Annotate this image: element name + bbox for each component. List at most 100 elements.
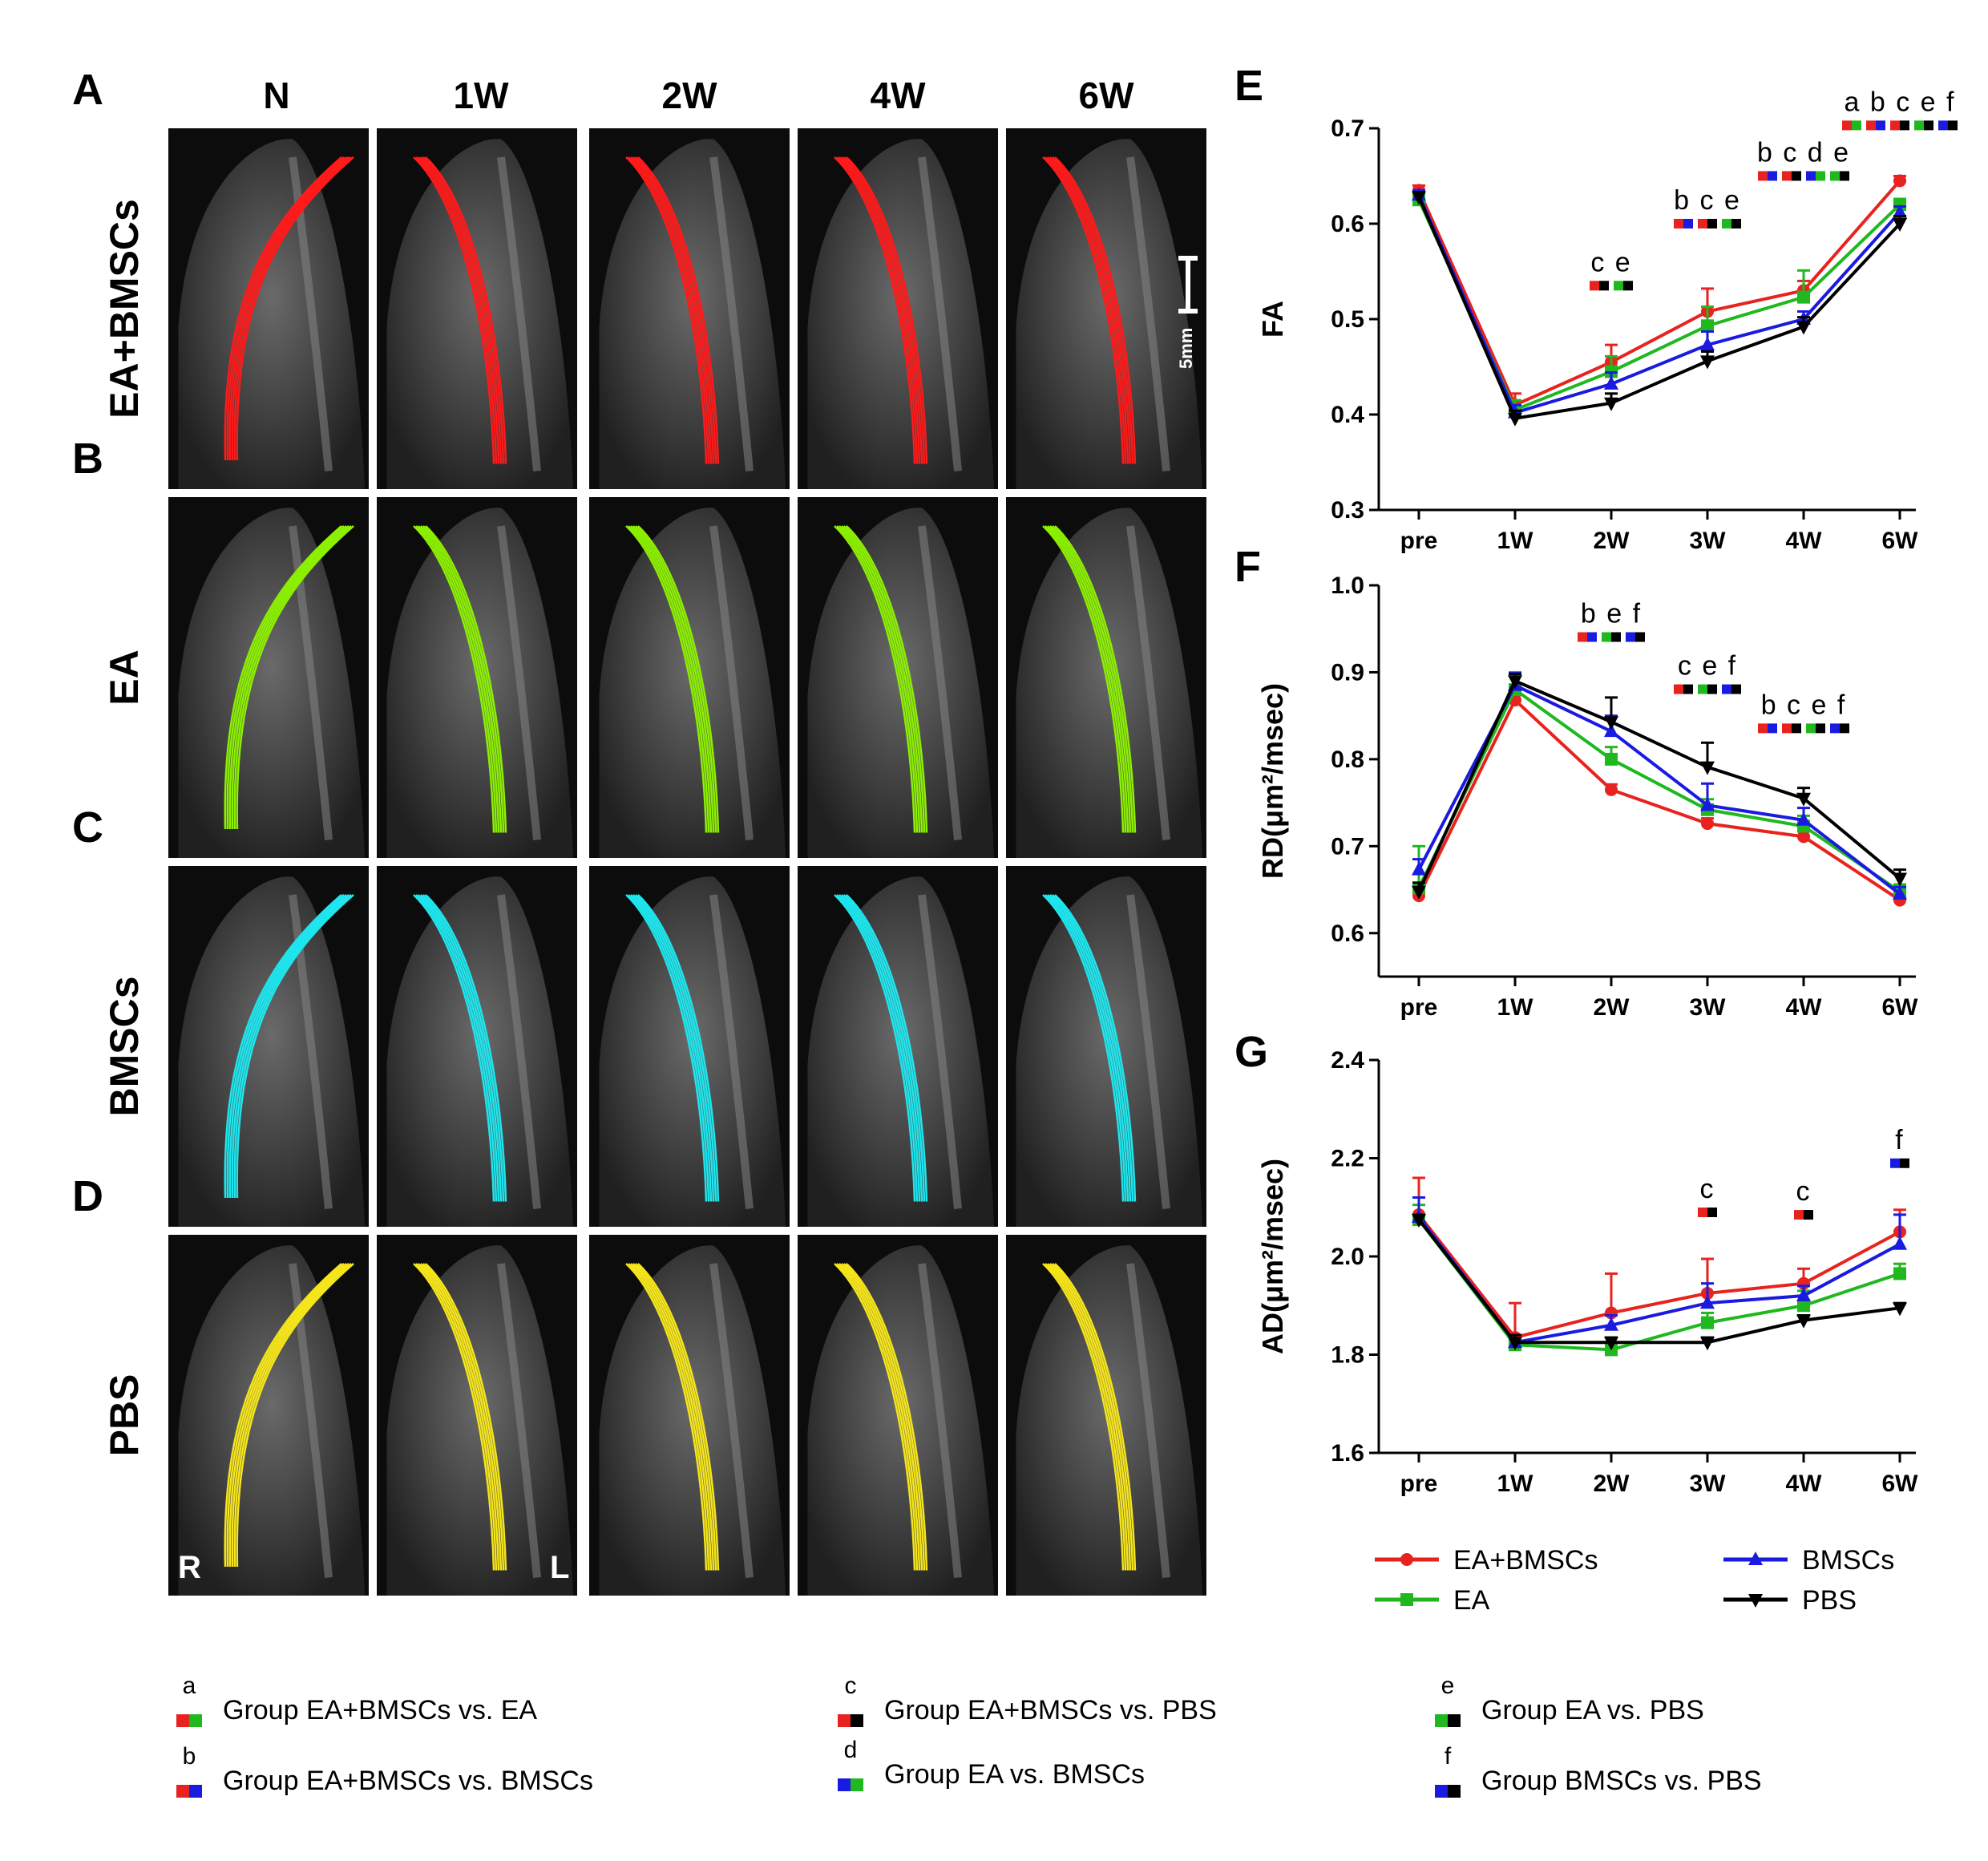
marker-triangle-up [1700,1295,1715,1309]
fiber-line [834,894,916,1202]
comparison-letter: e [1441,1673,1455,1699]
marker-square [1701,319,1714,333]
x-tick-label: 1W [1497,1471,1534,1497]
comparison-key-item: f Group BMSCs vs. PBS [1435,1743,1762,1798]
fiber-line [625,1263,708,1571]
midline-structure [497,156,541,471]
x-tick-label: pre [1400,528,1438,554]
fiber-line [422,1263,505,1571]
significance-annotation: b e f [1578,598,1645,642]
marker-square [1605,752,1618,766]
y-tick-label: 0.3 [1331,497,1364,524]
fiber-line [236,1263,354,1568]
fiber-line [228,894,347,1199]
comparison-swatch-right [1852,120,1861,131]
marker-triangle-down [1412,191,1426,205]
marker-triangle-up [1604,1317,1618,1331]
comparison-swatch-right [1768,171,1777,181]
fiber-line [834,525,916,833]
significance-annotation: a b c e f [1842,87,1958,131]
fiber-line [228,1263,347,1568]
mri-image [589,497,790,858]
fiber-line [628,894,710,1202]
y-tick-label: 1.6 [1331,1440,1364,1467]
fiber-line [422,894,505,1202]
comparison-swatch-left [1614,281,1623,291]
y-tick-label: 0.7 [1331,115,1364,142]
series-line [1417,194,1901,415]
fiber-line [1049,894,1132,1202]
series-pbs [1412,673,1907,900]
fiber-line [838,1263,921,1571]
marker-triangle-up [1700,797,1715,811]
comparison-swatch-right [851,1714,863,1727]
fiber-line [637,894,720,1202]
comparison-swatch-right [1611,632,1621,642]
comparison-swatch-right [1768,723,1777,734]
fiber-line [231,894,350,1199]
fiber-line [836,156,919,464]
fiber-line [226,525,345,830]
comparison-swatch-right [1683,684,1693,694]
midline-structure [1126,894,1170,1209]
fiber-line [1045,894,1127,1202]
marker-circle [1400,1553,1413,1566]
series-line [1417,1216,1901,1345]
legend-label: BMSCs [1802,1545,1894,1576]
comparison-key-item: e Group EA vs. PBS [1435,1673,1704,1727]
marker-triangle-down [1748,1594,1763,1608]
marker-triangle-down [1412,1214,1426,1228]
significance-letters: b c e [1674,185,1741,216]
significance-letters: b c d e [1757,137,1850,168]
marker-triangle-down [1893,872,1907,887]
mri-image [589,128,790,489]
fiber-line [841,1263,923,1571]
fiber-line [418,525,500,833]
fiber-tract [413,525,507,833]
comparison-swatch-right [1448,1785,1461,1798]
panel-letter: A [72,66,103,114]
comparison-swatch-left [1866,120,1876,131]
fiber-line [834,156,916,464]
marker-triangle-down [1893,1302,1907,1317]
comparison-swatch-right [1587,632,1597,642]
marker-triangle-up [1412,861,1426,876]
fiber-line [637,156,720,464]
marker-triangle-down [1604,397,1618,411]
comparison-description: Group BMSCs vs. PBS [1481,1766,1762,1796]
comparison-swatch-left [176,1785,189,1798]
comparison-description: Group EA vs. PBS [1481,1695,1704,1725]
series-line [1417,196,1901,420]
significance-annotation: c e [1590,247,1633,291]
comparison-swatch-right [1623,281,1633,291]
comparison-swatch-right [1792,723,1801,734]
y-axis-label: RD(μm²/msec) [1256,683,1289,879]
fiber-line [1054,525,1137,833]
fiber-line [628,525,710,833]
midline-structure [289,894,333,1209]
legend-label: EA [1453,1585,1490,1616]
marker-triangle-up [1748,1552,1763,1565]
comparison-swatch-left [838,1714,851,1727]
comparison-key: a Group EA+BMSCs vs. EA b Group EA+BMSCs vs… [176,1673,1762,1798]
midline-structure [1126,1263,1170,1578]
significance-annotation: c [1794,1176,1813,1220]
fiber-line [843,156,926,464]
panel-letter: F [1234,543,1261,591]
significance-annotation: b c e [1674,185,1741,229]
marker-triangle-down [1893,218,1907,232]
chart-legend: EA+BMSCs BMSCs EA PBS [1375,1545,1894,1616]
fiber-line [1052,894,1134,1202]
y-tick-label: 2.2 [1331,1146,1364,1172]
y-tick-label: 2.4 [1331,1047,1364,1074]
series-bmscs [1412,1196,1907,1349]
mri-image [798,128,998,489]
fiber-line [233,1263,352,1568]
marker-triangle-up [1604,375,1618,390]
comparison-swatch-right [1731,218,1741,229]
fiber-tract [625,156,720,464]
fiber-line [630,1263,713,1571]
comparison-swatch-right [1816,723,1825,734]
fiber-line [843,894,926,1202]
column-header: 2W [662,75,718,116]
